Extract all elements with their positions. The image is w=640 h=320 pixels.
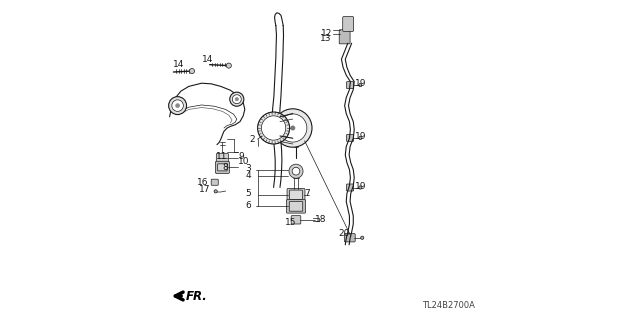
Text: 19: 19 bbox=[355, 79, 367, 88]
Circle shape bbox=[291, 126, 294, 130]
FancyBboxPatch shape bbox=[211, 179, 218, 185]
Text: 13: 13 bbox=[321, 34, 332, 43]
Text: 19: 19 bbox=[355, 132, 367, 141]
Text: 5: 5 bbox=[246, 189, 251, 198]
Text: 14: 14 bbox=[173, 60, 184, 68]
Circle shape bbox=[292, 167, 300, 175]
FancyBboxPatch shape bbox=[347, 82, 354, 89]
FancyBboxPatch shape bbox=[347, 134, 354, 141]
FancyBboxPatch shape bbox=[216, 153, 228, 163]
FancyBboxPatch shape bbox=[289, 202, 303, 211]
Circle shape bbox=[175, 104, 179, 108]
Circle shape bbox=[227, 63, 232, 68]
FancyBboxPatch shape bbox=[347, 184, 354, 191]
Text: 4: 4 bbox=[246, 171, 251, 180]
Text: 12: 12 bbox=[321, 29, 332, 38]
Text: 18: 18 bbox=[315, 215, 326, 224]
Circle shape bbox=[361, 236, 364, 239]
Circle shape bbox=[230, 92, 244, 106]
FancyBboxPatch shape bbox=[218, 164, 227, 171]
Circle shape bbox=[358, 84, 362, 87]
Circle shape bbox=[358, 136, 362, 140]
Text: 16: 16 bbox=[197, 178, 209, 187]
Text: 8: 8 bbox=[223, 163, 228, 172]
Circle shape bbox=[289, 164, 303, 178]
Circle shape bbox=[236, 98, 239, 101]
Circle shape bbox=[279, 114, 307, 142]
FancyBboxPatch shape bbox=[287, 200, 306, 213]
Circle shape bbox=[214, 190, 218, 193]
Text: FR.: FR. bbox=[186, 290, 207, 302]
Circle shape bbox=[358, 186, 362, 189]
Circle shape bbox=[232, 95, 241, 104]
FancyBboxPatch shape bbox=[343, 17, 354, 31]
FancyBboxPatch shape bbox=[290, 190, 302, 199]
Text: 14: 14 bbox=[202, 55, 213, 64]
Circle shape bbox=[172, 100, 184, 111]
Text: 19: 19 bbox=[355, 182, 367, 191]
FancyBboxPatch shape bbox=[339, 30, 350, 44]
Text: 6: 6 bbox=[246, 201, 251, 210]
Text: TL24B2700A: TL24B2700A bbox=[422, 301, 475, 310]
FancyBboxPatch shape bbox=[215, 161, 230, 173]
Text: 15: 15 bbox=[285, 218, 296, 227]
Text: 9: 9 bbox=[238, 152, 244, 161]
Text: 10: 10 bbox=[238, 157, 250, 166]
Text: 11: 11 bbox=[216, 152, 228, 161]
Text: 20: 20 bbox=[339, 229, 350, 238]
Circle shape bbox=[189, 68, 195, 74]
Circle shape bbox=[274, 109, 312, 147]
Text: 3: 3 bbox=[246, 164, 251, 173]
Text: 2: 2 bbox=[249, 135, 255, 144]
FancyBboxPatch shape bbox=[344, 234, 355, 242]
Circle shape bbox=[262, 116, 286, 140]
Text: 7: 7 bbox=[305, 189, 310, 198]
FancyBboxPatch shape bbox=[287, 188, 305, 201]
Circle shape bbox=[258, 112, 290, 144]
Circle shape bbox=[169, 97, 187, 115]
FancyBboxPatch shape bbox=[291, 216, 301, 224]
Text: 17: 17 bbox=[199, 185, 211, 194]
